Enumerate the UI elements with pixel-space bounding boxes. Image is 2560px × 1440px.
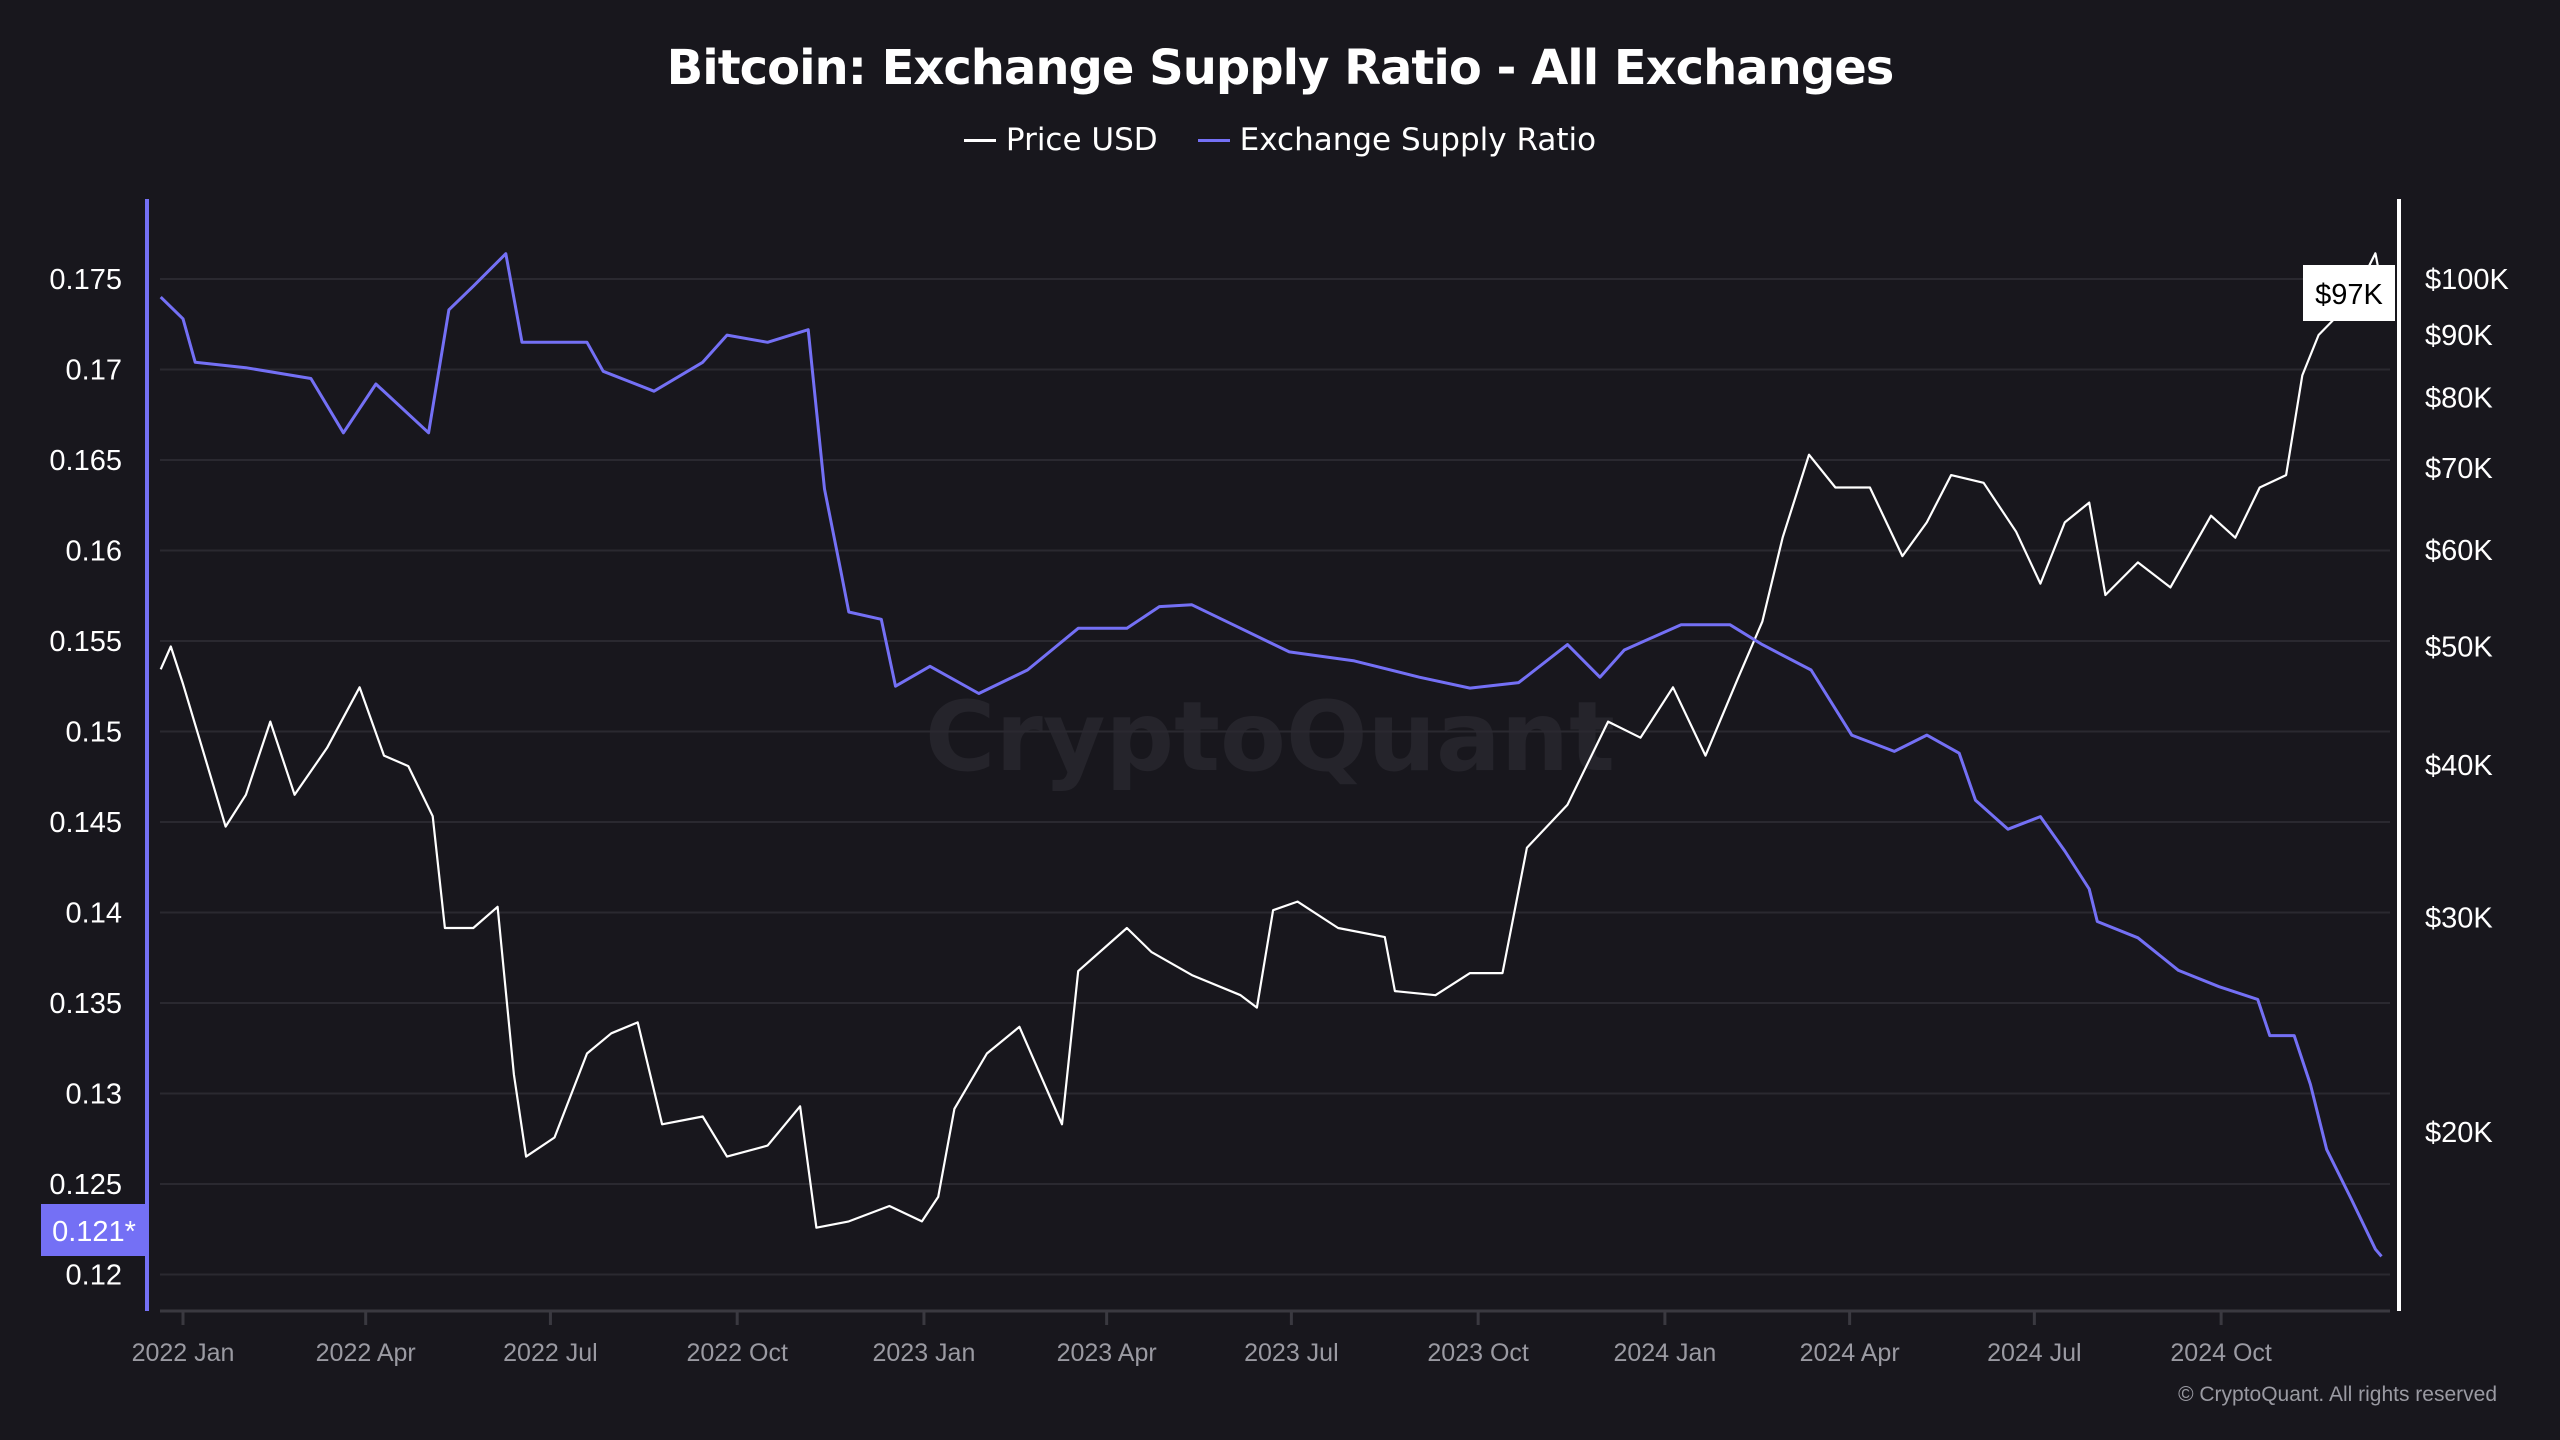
x-tick-label: 2022 Oct	[686, 1339, 788, 1367]
legend: Price USD Exchange Supply Ratio	[0, 122, 2560, 158]
y-right-tick-label: $80K	[2425, 382, 2493, 414]
y-right-tick-label: $100K	[2425, 264, 2510, 296]
series-line-price-usd	[159, 252, 2385, 1229]
watermark: CryptoQuant	[925, 681, 1615, 793]
x-tick-label: 2023 Apr	[1057, 1339, 1157, 1367]
x-tick-label: 2024 Oct	[2170, 1339, 2272, 1367]
y-left-tick-label: 0.135	[49, 988, 122, 1020]
copyright: © CryptoQuant. All rights reserved	[2178, 1383, 2497, 1406]
y-left-tick-label: 0.13	[66, 1079, 122, 1111]
y-left-tick-label: 0.155	[49, 626, 122, 658]
legend-item-price[interactable]: Price USD	[963, 122, 1158, 158]
y-left-tick-label: 0.145	[49, 807, 122, 839]
x-tick-label: 2024 Jul	[1987, 1339, 2082, 1367]
y-left-tick-label: 0.15	[66, 717, 122, 749]
y-left-tick-label: 0.16	[66, 536, 122, 568]
y-right-tick-label: $60K	[2425, 535, 2493, 567]
current-ratio-label: 0.121*	[52, 1216, 136, 1248]
y-left-tick-label: 0.12	[66, 1260, 122, 1292]
x-tick-label: 2023 Jan	[873, 1339, 976, 1367]
current-price-label: $97K	[2315, 279, 2383, 311]
x-tick-label: 2023 Oct	[1427, 1339, 1529, 1367]
x-tick-label: 2022 Jul	[503, 1339, 598, 1367]
legend-swatch-price	[963, 138, 996, 142]
y-right-tick-label: $70K	[2425, 453, 2493, 485]
chart-title: Bitcoin: Exchange Supply Ratio - All Exc…	[666, 40, 1895, 96]
x-tick-label: 2022 Jan	[132, 1339, 235, 1367]
legend-swatch-ratio	[1197, 138, 1230, 142]
y-right-tick-label: $20K	[2425, 1117, 2493, 1149]
legend-item-ratio[interactable]: Exchange Supply Ratio	[1197, 122, 1597, 158]
current-ratio-badge	[41, 1204, 147, 1256]
x-tick-label: 2023 Jul	[1244, 1339, 1339, 1367]
y-left-tick-label: 0.17	[66, 355, 122, 387]
y-left-tick-label: 0.125	[49, 1169, 122, 1201]
legend-label-price: Price USD	[1005, 122, 1158, 158]
y-right-tick-label: $40K	[2425, 750, 2493, 782]
y-left-tick-label: 0.165	[49, 445, 122, 477]
y-left-tick-label: 0.14	[66, 898, 122, 930]
series-line-exchange-supply-ratio	[159, 252, 2383, 1258]
y-right-tick-label: $90K	[2425, 320, 2493, 352]
y-left-tick-label: 0.175	[49, 264, 122, 296]
y-right-tick-label: $30K	[2425, 902, 2493, 934]
current-price-badge	[2303, 265, 2395, 321]
legend-label-ratio: Exchange Supply Ratio	[1239, 122, 1597, 158]
x-tick-label: 2024 Jan	[1613, 1339, 1716, 1367]
y-right-tick-label: $50K	[2425, 632, 2493, 664]
x-tick-label: 2022 Apr	[316, 1339, 416, 1367]
x-tick-label: 2024 Apr	[1800, 1339, 1900, 1367]
